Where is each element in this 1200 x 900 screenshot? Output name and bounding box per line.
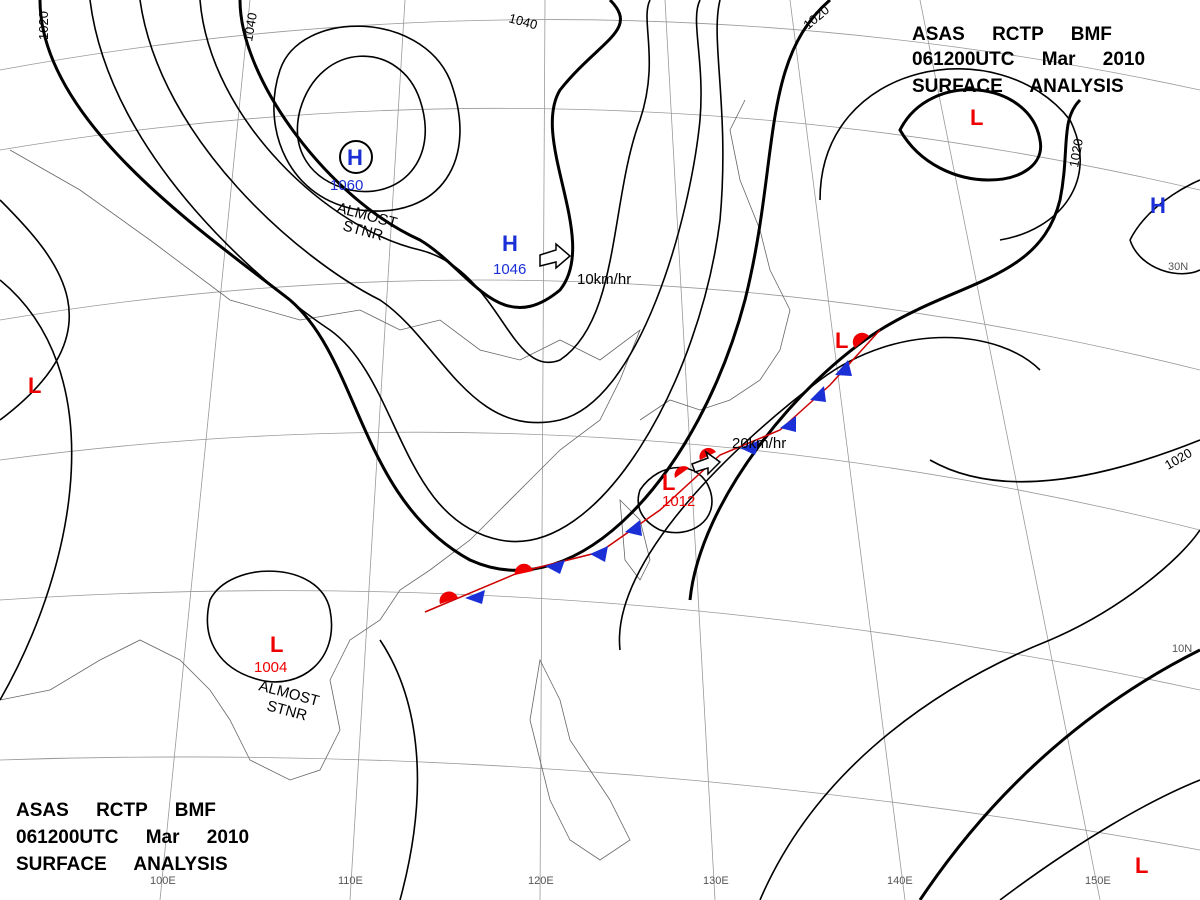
longitude-label: 130E <box>703 875 729 887</box>
coastlines <box>0 99 791 861</box>
longitude-label: 140E <box>887 875 913 887</box>
low-symbol: L <box>28 373 41 398</box>
low-symbol: L <box>662 470 675 495</box>
pressure-value: 1046 <box>493 261 526 278</box>
pressure-value: 1060 <box>330 177 363 194</box>
motion-arrow <box>691 450 722 476</box>
motion-label: 10km/hr <box>577 271 631 288</box>
latitude-label: 30N <box>1168 261 1188 273</box>
high-symbol: H <box>1150 193 1166 218</box>
longitude-label: 110E <box>338 875 363 887</box>
title-line: SURFACE ANALYSIS <box>912 76 1124 97</box>
isobar-label: 1040 <box>240 11 260 42</box>
low-symbol: L <box>1135 853 1148 878</box>
motion-label: 20km/hr <box>732 435 786 452</box>
low-symbol: L <box>270 632 283 657</box>
latitude-label: 10N <box>1172 643 1192 655</box>
title-line: 061200UTC Mar 2010 <box>912 49 1145 70</box>
center-ring <box>339 140 373 174</box>
high-symbol: H <box>502 231 518 256</box>
title-line: ASAS RCTP BMF <box>912 24 1112 45</box>
pressure-value: 1004 <box>254 659 287 676</box>
longitude-label: 100E <box>150 875 176 887</box>
title-line: 061200UTC Mar 2010 <box>16 827 249 848</box>
title-line: SURFACE ANALYSIS <box>16 854 228 875</box>
isobar-label: 1040 <box>507 10 539 32</box>
isobar-label: 1020 <box>1066 137 1086 168</box>
pressure-value: 1012 <box>662 493 695 510</box>
motion-arrow <box>539 242 572 270</box>
longitude-label: 150E <box>1085 875 1111 887</box>
isobar-label: 1020 <box>36 11 51 40</box>
low-symbol: L <box>835 328 848 353</box>
front <box>424 329 881 613</box>
title-line: ASAS RCTP BMF <box>16 800 216 821</box>
low-symbol: L <box>970 105 983 130</box>
longitude-label: 120E <box>528 875 554 887</box>
high-symbol: H <box>347 145 363 170</box>
